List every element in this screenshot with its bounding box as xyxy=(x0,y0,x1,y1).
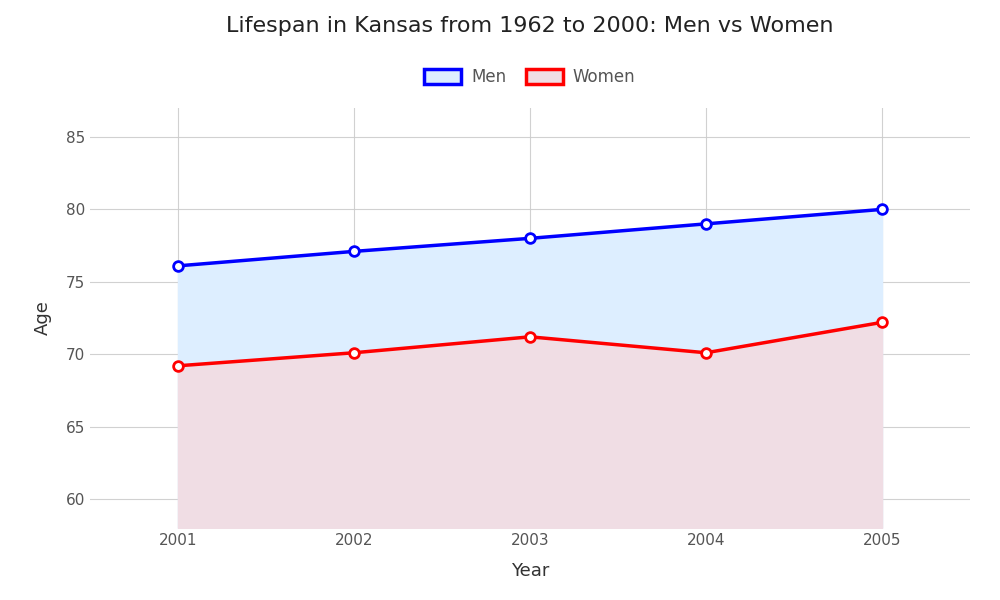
Legend: Men, Women: Men, Women xyxy=(418,62,642,93)
Title: Lifespan in Kansas from 1962 to 2000: Men vs Women: Lifespan in Kansas from 1962 to 2000: Me… xyxy=(226,16,834,35)
X-axis label: Year: Year xyxy=(511,562,549,580)
Y-axis label: Age: Age xyxy=(34,301,52,335)
